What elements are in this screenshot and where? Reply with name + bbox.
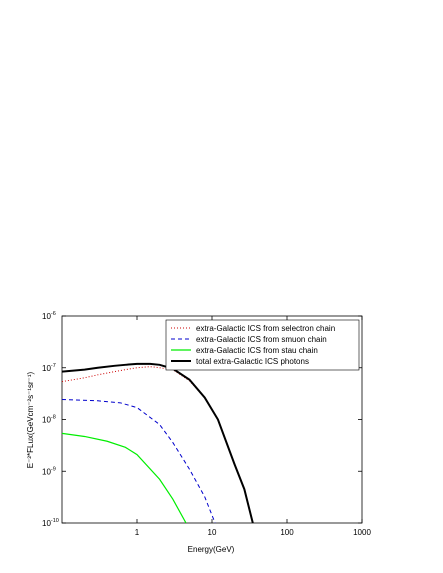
y-tick-label: 10-7 [42, 363, 56, 373]
y-tick-base: 10 [42, 312, 51, 321]
y-tick-exponent: -8 [51, 415, 56, 421]
x-axis-label: Energy(GeV) [188, 545, 235, 554]
x-tick-label: 1000 [353, 528, 371, 537]
series-line [62, 366, 254, 523]
y-axis-label: E⁻²*FLux(GeVcm⁻²s⁻¹sr⁻¹) [26, 371, 35, 468]
legend-label: extra-Galactic ICS from stau chain [196, 346, 318, 355]
y-tick-base: 10 [42, 467, 51, 476]
x-tick-label: 100 [280, 528, 294, 537]
legend-label: extra-Galactic ICS from selectron chain [196, 324, 335, 333]
y-tick-base: 10 [42, 364, 51, 373]
y-tick-base: 10 [42, 519, 51, 528]
legend-box [165, 319, 360, 371]
series-line [62, 362, 254, 523]
series-line [62, 432, 187, 523]
y-tick-exponent: -9 [51, 466, 56, 472]
y-tick-label: 10-9 [42, 466, 56, 476]
x-tick-label: 1 [135, 528, 140, 537]
y-tick-label: 10-6 [42, 311, 56, 321]
x-tick-label: 10 [208, 528, 217, 537]
legend-label: total extra-Galactic ICS photons [196, 357, 309, 366]
y-tick-label: 10-10 [42, 518, 59, 528]
y-tick-exponent: -6 [51, 311, 56, 317]
series-line [62, 399, 216, 523]
plot-area [62, 362, 254, 523]
legend-label: extra-Galactic ICS from smuon chain [196, 335, 327, 344]
y-tick-base: 10 [42, 416, 51, 425]
y-tick-label: 10-8 [42, 415, 56, 425]
y-tick-exponent: -7 [51, 363, 56, 369]
y-tick-exponent: -10 [51, 518, 59, 524]
